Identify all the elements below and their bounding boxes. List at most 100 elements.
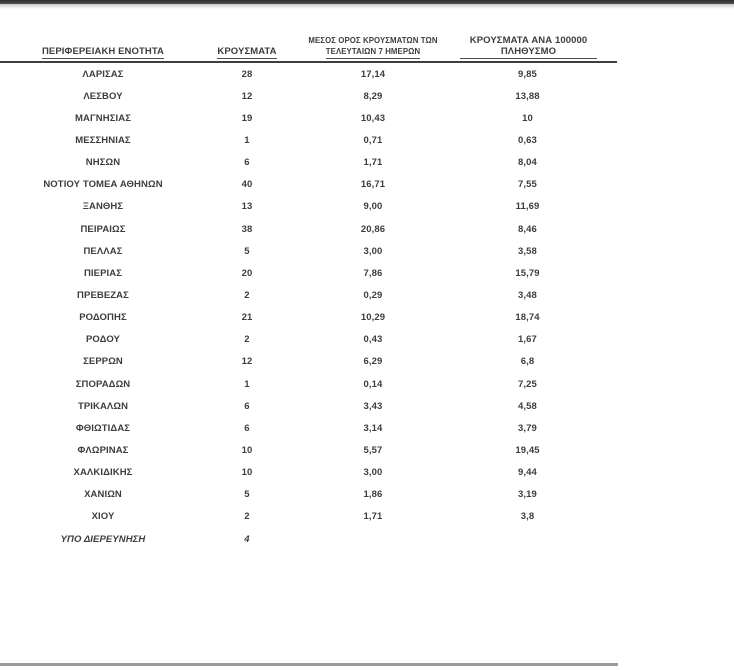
avg7-cell: 1,71 — [363, 157, 383, 169]
table-row: ΠΕΛΛΑΣ 5 3,00 3,58 — [0, 240, 617, 262]
cases-cell: 10 — [241, 467, 253, 479]
avg7-cell: 0,29 — [363, 289, 383, 301]
region-cell: ΣΠΟΡΑΔΩΝ — [75, 378, 131, 390]
per100k-cell: 7,55 — [518, 179, 537, 191]
region-cell: ΡΟΔΟΥ — [85, 334, 120, 346]
region-cell: ΝΟΤΙΟΥ ΤΟΜΕΑ ΑΘΗΝΩΝ — [43, 179, 163, 191]
cases-cell: 4 — [244, 533, 250, 545]
cases-cell: 38 — [241, 223, 253, 235]
per100k-cell — [458, 528, 617, 550]
header-avg7-line2: ΤΕΛΕΥΤΑΙΩΝ 7 ΗΜΕΡΩΝ — [325, 46, 421, 59]
avg7-cell: 3,00 — [363, 467, 383, 479]
per100k-cell: 13,88 — [515, 90, 540, 102]
table-row: ΧΑΝΙΩΝ 5 1,86 3,19 — [0, 484, 617, 506]
region-cell: ΥΠΟ ΔΙΕΡΕΥΝΗΣΗ — [60, 533, 146, 545]
viewport-top-edge-shadow — [0, 4, 734, 9]
per100k-cell: 8,46 — [518, 223, 537, 235]
table-row: ΦΛΩΡΙΝΑΣ 10 5,57 19,45 — [0, 439, 617, 461]
cases-cell: 2 — [244, 511, 250, 523]
cases-cell: 20 — [241, 267, 253, 279]
per100k-cell: 6,8 — [520, 356, 535, 368]
cases-cell: 12 — [241, 90, 253, 102]
cases-cell: 5 — [244, 245, 250, 257]
region-cell: ΤΡΙΚΑΛΩΝ — [77, 400, 129, 412]
region-cell: ΛΕΣΒΟΥ — [83, 90, 123, 102]
table-row: ΤΡΙΚΑΛΩΝ 6 3,43 4,58 — [0, 395, 617, 417]
table-row: ΧΑΛΚΙΔΙΚΗΣ 10 3,00 9,44 — [0, 462, 617, 484]
cases-cell: 10 — [241, 444, 253, 456]
per100k-cell: 4,58 — [518, 400, 537, 412]
per100k-cell: 1,67 — [518, 334, 537, 346]
region-cell: ΦΘΙΩΤΙΔΑΣ — [75, 422, 131, 434]
region-cell: ΛΑΡΙΣΑΣ — [82, 68, 124, 80]
per100k-cell: 3,58 — [518, 245, 537, 257]
avg7-cell: 0,71 — [363, 134, 383, 146]
header-avg7: ΜΕΣΟΣ ΟΡΟΣ ΚΡΟΥΣΜΑΤΩΝ ΤΩΝ ΤΕΛΕΥΤΑΙΩΝ 7 Η… — [288, 31, 458, 63]
table-body: ΛΑΡΙΣΑΣ 28 17,14 9,85 ΛΕΣΒΟΥ 12 8,29 13,… — [0, 62, 617, 550]
region-cell: ΧΑΛΚΙΔΙΚΗΣ — [73, 467, 133, 479]
table-row: ΛΕΣΒΟΥ 12 8,29 13,88 — [0, 85, 617, 107]
avg7-cell: 17,14 — [360, 68, 386, 80]
table-row: ΡΟΔΟΥ 2 0,43 1,67 — [0, 329, 617, 351]
region-cell: ΠΡΕΒΕΖΑΣ — [77, 289, 129, 301]
per100k-cell: 8,04 — [518, 157, 537, 169]
table-row: ΛΑΡΙΣΑΣ 28 17,14 9,85 — [0, 62, 617, 85]
avg7-cell: 10,29 — [360, 312, 386, 324]
header-region: ΠΕΡΙΦΕΡΕΙΑΚΗ ΕΝΟΤΗΤΑ — [0, 31, 206, 63]
region-cell: ΜΕΣΣΗΝΙΑΣ — [75, 134, 131, 146]
avg7-cell: 9,00 — [363, 201, 383, 213]
cases-cell: 6 — [244, 157, 250, 169]
table-row: ΥΠΟ ΔΙΕΡΕΥΝΗΣΗ 4 — [0, 528, 617, 550]
per100k-cell: 3,79 — [518, 422, 537, 434]
table-row: ΞΑΝΘΗΣ 13 9,00 11,69 — [0, 196, 617, 218]
per100k-cell: 18,74 — [515, 312, 540, 324]
table-header-row: ΠΕΡΙΦΕΡΕΙΑΚΗ ΕΝΟΤΗΤΑ ΚΡΟΥΣΜΑΤΑ ΜΕΣΟΣ ΟΡΟ… — [0, 31, 617, 63]
cases-cell: 2 — [244, 334, 250, 346]
header-region-label: ΠΕΡΙΦΕΡΕΙΑΚΗ ΕΝΟΤΗΤΑ — [41, 46, 165, 59]
table-row: ΠΕΙΡΑΙΩΣ 38 20,86 8,46 — [0, 218, 617, 240]
per100k-cell: 7,25 — [518, 378, 537, 390]
avg7-cell: 3,00 — [363, 245, 383, 257]
table-row: ΠΙΕΡΙΑΣ 20 7,86 15,79 — [0, 262, 617, 284]
per100k-cell: 3,8 — [520, 511, 535, 523]
region-cell: ΧΑΝΙΩΝ — [84, 489, 122, 501]
region-cell: ΠΕΛΛΑΣ — [83, 245, 123, 257]
avg7-cell: 8,29 — [363, 90, 383, 102]
cases-by-region-table: ΠΕΡΙΦΕΡΕΙΑΚΗ ΕΝΟΤΗΤΑ ΚΡΟΥΣΜΑΤΑ ΜΕΣΟΣ ΟΡΟ… — [0, 31, 617, 550]
per100k-cell: 10 — [522, 112, 533, 124]
per100k-cell: 3,19 — [518, 489, 537, 501]
table-row: ΝΟΤΙΟΥ ΤΟΜΕΑ ΑΘΗΝΩΝ 40 16,71 7,55 — [0, 174, 617, 196]
avg7-cell: 3,43 — [363, 400, 383, 412]
avg7-cell — [288, 528, 458, 550]
cases-cell: 6 — [244, 400, 250, 412]
table-row: ΣΕΡΡΩΝ 12 6,29 6,8 — [0, 351, 617, 373]
avg7-cell: 10,43 — [360, 112, 386, 124]
cases-cell: 40 — [241, 179, 253, 191]
per100k-cell: 11,69 — [515, 201, 540, 213]
table-row: ΣΠΟΡΑΔΩΝ 1 0,14 7,25 — [0, 373, 617, 395]
avg7-cell: 20,86 — [360, 223, 386, 235]
avg7-cell: 5,57 — [363, 444, 383, 456]
region-cell: ΝΗΣΩΝ — [85, 157, 121, 169]
avg7-cell: 0,14 — [363, 378, 383, 390]
per100k-cell: 9,44 — [518, 467, 537, 479]
cases-cell: 1 — [244, 134, 250, 146]
region-cell: ΣΕΡΡΩΝ — [83, 356, 123, 368]
region-cell: ΦΛΩΡΙΝΑΣ — [77, 444, 129, 456]
per100k-cell: 3,48 — [518, 289, 537, 301]
cases-cell: 13 — [241, 201, 253, 213]
cases-cell: 19 — [241, 112, 253, 124]
avg7-cell: 1,86 — [363, 489, 383, 501]
per100k-cell: 15,79 — [515, 267, 540, 279]
cases-cell: 2 — [244, 289, 250, 301]
cases-cell: 21 — [241, 312, 253, 324]
avg7-cell: 3,14 — [363, 422, 383, 434]
avg7-cell: 7,86 — [363, 267, 383, 279]
avg7-cell: 6,29 — [363, 356, 383, 368]
region-cell: ΞΑΝΘΗΣ — [82, 201, 124, 213]
avg7-cell: 16,71 — [360, 179, 386, 191]
table-row: ΝΗΣΩΝ 6 1,71 8,04 — [0, 152, 617, 174]
per100k-cell: 0,63 — [518, 134, 537, 146]
viewport-top-edge — [0, 0, 734, 4]
